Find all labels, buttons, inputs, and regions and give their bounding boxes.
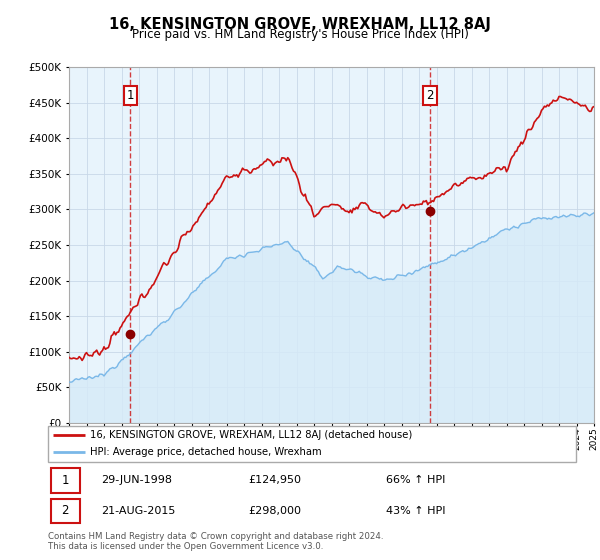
Text: 21-AUG-2015: 21-AUG-2015: [101, 506, 175, 516]
Text: £298,000: £298,000: [248, 506, 302, 516]
FancyBboxPatch shape: [50, 468, 80, 493]
Text: 16, KENSINGTON GROVE, WREXHAM, LL12 8AJ: 16, KENSINGTON GROVE, WREXHAM, LL12 8AJ: [109, 17, 491, 32]
Text: Price paid vs. HM Land Registry's House Price Index (HPI): Price paid vs. HM Land Registry's House …: [131, 28, 469, 41]
Text: 16, KENSINGTON GROVE, WREXHAM, LL12 8AJ (detached house): 16, KENSINGTON GROVE, WREXHAM, LL12 8AJ …: [90, 431, 412, 440]
Text: 2: 2: [426, 89, 434, 102]
FancyBboxPatch shape: [50, 499, 80, 523]
FancyBboxPatch shape: [48, 426, 576, 462]
Text: 1: 1: [127, 89, 134, 102]
Text: £124,950: £124,950: [248, 475, 302, 485]
Text: 66% ↑ HPI: 66% ↑ HPI: [386, 475, 445, 485]
Text: Contains HM Land Registry data © Crown copyright and database right 2024.
This d: Contains HM Land Registry data © Crown c…: [48, 532, 383, 552]
Text: 29-JUN-1998: 29-JUN-1998: [101, 475, 172, 485]
Text: 1: 1: [61, 474, 69, 487]
Text: 43% ↑ HPI: 43% ↑ HPI: [386, 506, 445, 516]
Text: 2: 2: [61, 505, 69, 517]
Text: HPI: Average price, detached house, Wrexham: HPI: Average price, detached house, Wrex…: [90, 447, 322, 457]
